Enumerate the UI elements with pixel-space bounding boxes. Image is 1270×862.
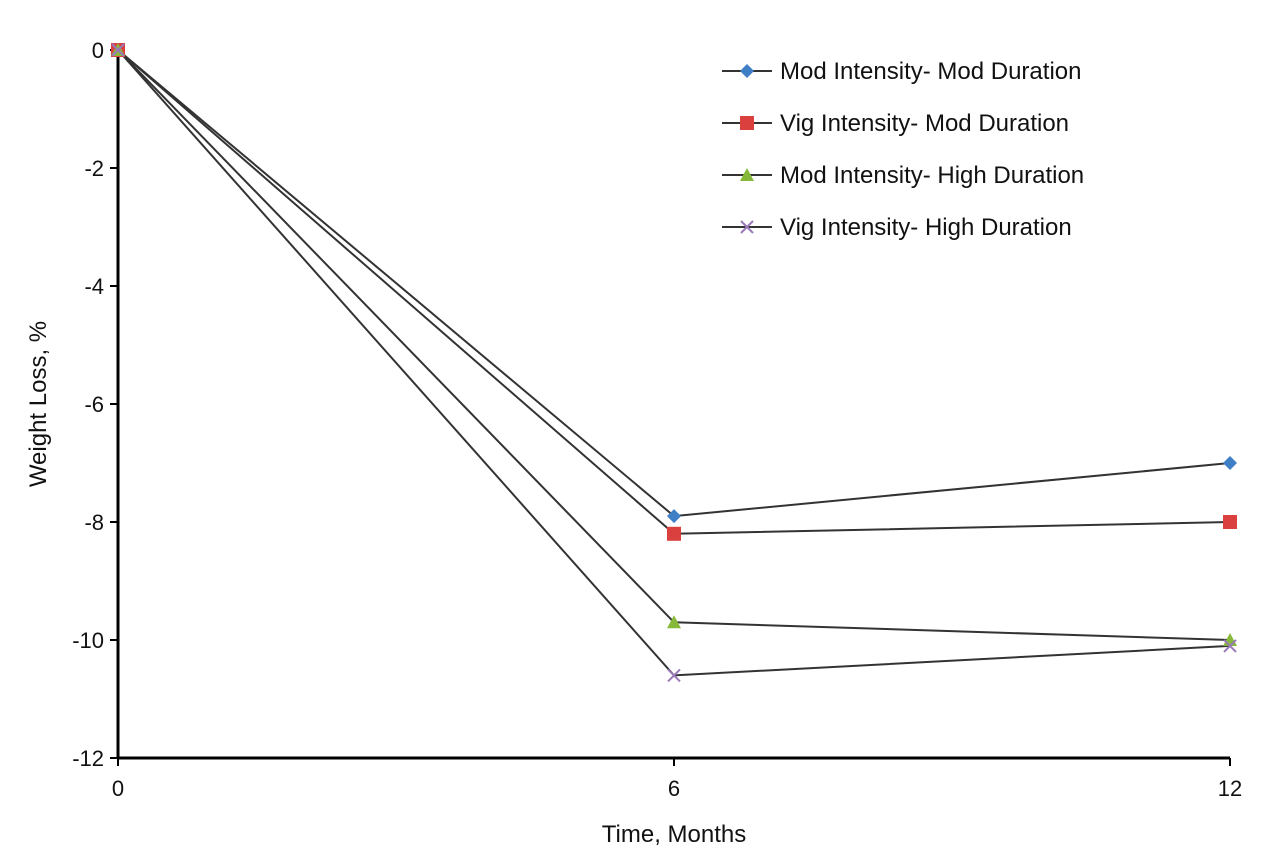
y-tick-label: -2 xyxy=(84,156,104,181)
y-tick-label: 0 xyxy=(92,38,104,63)
legend-marker xyxy=(740,116,754,130)
y-tick-label: -8 xyxy=(84,510,104,535)
y-axis-title: Weight Loss, % xyxy=(25,321,52,487)
y-tick-label: -4 xyxy=(84,274,104,299)
series-lines xyxy=(117,49,1231,677)
y-tick-label: -12 xyxy=(72,746,104,771)
data-point-series-1 xyxy=(1223,456,1237,470)
legend-label: Vig Intensity- High Duration xyxy=(780,214,1072,241)
data-point-series-1 xyxy=(667,509,681,524)
legend-marker xyxy=(740,220,754,234)
ticks: 0 -2 -4 -6 -8 -10 -12 0 6 12 xyxy=(72,38,1242,801)
legend: Mod Intensity- Mod Duration Vig Intensity… xyxy=(722,58,1084,241)
x-tick-label: 6 xyxy=(668,776,680,801)
series-line-3 xyxy=(117,49,1231,641)
legend-label: Vig Intensity- Mod Duration xyxy=(780,110,1069,137)
data-point-series-2 xyxy=(1223,515,1237,529)
data-point-series-4 xyxy=(1223,639,1237,653)
legend-label: Mod Intensity- Mod Duration xyxy=(780,58,1081,85)
x-axis-title: Time, Months xyxy=(602,821,746,848)
data-point-series-2 xyxy=(667,526,681,541)
legend-label: Mod Intensity- High Duration xyxy=(780,162,1084,189)
legend-marker xyxy=(740,168,754,181)
data-point-series-4 xyxy=(111,43,125,57)
legend-marker xyxy=(740,64,754,78)
y-tick-label: -6 xyxy=(84,392,104,417)
x-tick-label: 12 xyxy=(1218,776,1242,801)
data-point-series-4 xyxy=(667,668,681,683)
y-tick-label: -10 xyxy=(72,628,104,653)
x-tick-label: 0 xyxy=(112,776,124,801)
series-line-4 xyxy=(117,49,1231,677)
axes xyxy=(116,50,1230,760)
data-point-series-3 xyxy=(667,615,681,629)
series-markers xyxy=(111,43,1237,683)
